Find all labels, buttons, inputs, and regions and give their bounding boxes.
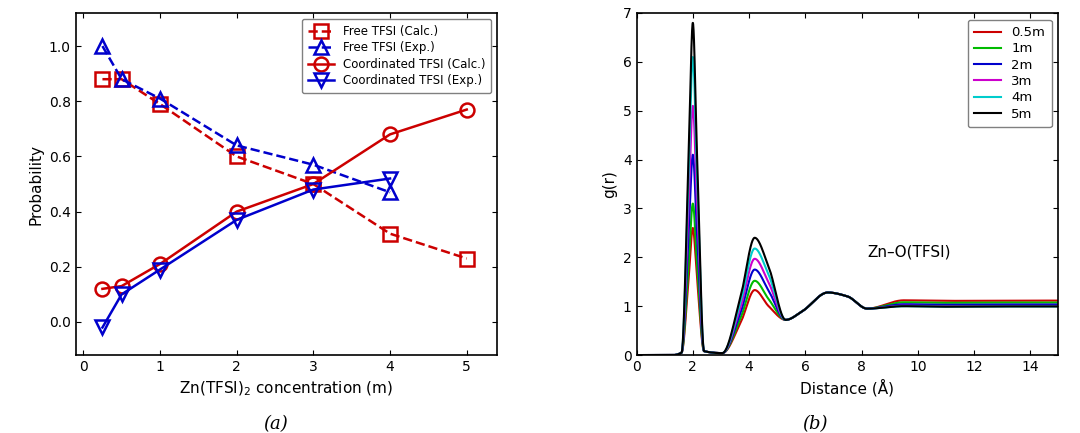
Free TFSI (Exp.) bbox=[383, 190, 396, 195]
1m bbox=[651, 352, 664, 358]
Coordinated TFSI (Calc.) bbox=[116, 284, 129, 289]
5m bbox=[687, 20, 700, 26]
5m bbox=[824, 290, 837, 295]
2m bbox=[824, 290, 837, 295]
2m bbox=[630, 352, 643, 358]
Free TFSI (Exp.) bbox=[96, 43, 109, 48]
5m bbox=[651, 352, 664, 358]
Line: Free TFSI (Exp.): Free TFSI (Exp.) bbox=[95, 39, 397, 199]
4m bbox=[962, 304, 975, 309]
Line: 3m: 3m bbox=[636, 106, 1058, 355]
Coordinated TFSI (Exp.) bbox=[383, 176, 396, 181]
Coordinated TFSI (Exp.) bbox=[230, 217, 243, 223]
Free TFSI (Calc.) bbox=[153, 101, 166, 107]
1m bbox=[687, 201, 700, 206]
Coordinated TFSI (Calc.) bbox=[230, 209, 243, 214]
Coordinated TFSI (Calc.) bbox=[460, 107, 473, 112]
3m bbox=[962, 304, 975, 309]
3m bbox=[1040, 304, 1053, 309]
1m bbox=[1040, 300, 1053, 305]
4m bbox=[1040, 304, 1053, 309]
Y-axis label: Probability: Probability bbox=[28, 143, 43, 225]
2m bbox=[651, 352, 664, 358]
Line: 2m: 2m bbox=[636, 155, 1058, 355]
2m bbox=[1040, 302, 1053, 307]
Coordinated TFSI (Calc.) bbox=[383, 132, 396, 137]
3m bbox=[651, 352, 664, 358]
Line: 5m: 5m bbox=[636, 23, 1058, 355]
5m bbox=[1040, 304, 1053, 309]
Free TFSI (Calc.) bbox=[307, 181, 320, 187]
2m bbox=[836, 292, 849, 297]
Text: (a): (a) bbox=[264, 415, 287, 433]
3m bbox=[824, 290, 837, 295]
0.5m bbox=[962, 298, 975, 304]
Free TFSI (Calc.) bbox=[116, 77, 129, 82]
Coordinated TFSI (Calc.) bbox=[96, 286, 109, 291]
3m bbox=[630, 352, 643, 358]
Text: (b): (b) bbox=[802, 415, 828, 433]
5m bbox=[1052, 304, 1065, 309]
3m bbox=[836, 292, 849, 297]
Line: Coordinated TFSI (Calc.): Coordinated TFSI (Calc.) bbox=[95, 103, 474, 296]
Coordinated TFSI (Exp.) bbox=[96, 325, 109, 330]
Coordinated TFSI (Exp.) bbox=[116, 292, 129, 297]
0.5m bbox=[687, 226, 700, 231]
Coordinated TFSI (Calc.) bbox=[307, 181, 320, 187]
5m bbox=[1040, 304, 1053, 309]
Free TFSI (Exp.) bbox=[153, 96, 166, 101]
Free TFSI (Calc.) bbox=[96, 77, 109, 82]
0.5m bbox=[836, 292, 849, 297]
1m bbox=[824, 290, 837, 295]
4m bbox=[824, 290, 837, 295]
Coordinated TFSI (Exp.) bbox=[153, 267, 166, 272]
1m bbox=[836, 292, 849, 297]
0.5m bbox=[630, 352, 643, 358]
4m bbox=[1040, 304, 1053, 309]
X-axis label: Zn(TFSI)$_2$ concentration (m): Zn(TFSI)$_2$ concentration (m) bbox=[179, 379, 394, 398]
Free TFSI (Calc.) bbox=[383, 231, 396, 236]
1m bbox=[1052, 300, 1065, 305]
1m bbox=[630, 352, 643, 358]
Y-axis label: g(r): g(r) bbox=[603, 170, 618, 198]
Line: 4m: 4m bbox=[636, 57, 1058, 355]
4m bbox=[687, 55, 700, 60]
Line: 0.5m: 0.5m bbox=[636, 228, 1058, 355]
5m bbox=[630, 352, 643, 358]
2m bbox=[1052, 302, 1065, 307]
0.5m bbox=[651, 352, 664, 358]
2m bbox=[687, 152, 700, 157]
Free TFSI (Calc.) bbox=[230, 154, 243, 159]
4m bbox=[651, 352, 664, 358]
Free TFSI (Exp.) bbox=[230, 143, 243, 148]
Text: Zn–O(TFSI): Zn–O(TFSI) bbox=[867, 245, 950, 260]
0.5m bbox=[1040, 298, 1053, 303]
2m bbox=[1040, 302, 1053, 307]
3m bbox=[1052, 304, 1065, 309]
4m bbox=[836, 292, 849, 297]
Coordinated TFSI (Exp.) bbox=[307, 187, 320, 192]
4m bbox=[1052, 304, 1065, 309]
Line: Coordinated TFSI (Exp.): Coordinated TFSI (Exp.) bbox=[95, 171, 397, 334]
0.5m bbox=[1052, 298, 1065, 303]
5m bbox=[962, 304, 975, 309]
Free TFSI (Exp.) bbox=[307, 162, 320, 167]
Free TFSI (Calc.) bbox=[460, 256, 473, 261]
0.5m bbox=[1040, 298, 1053, 303]
3m bbox=[1040, 304, 1053, 309]
2m bbox=[962, 302, 975, 307]
3m bbox=[687, 103, 700, 109]
Legend: Free TFSI (Calc.), Free TFSI (Exp.), Coordinated TFSI (Calc.), Coordinated TFSI : Free TFSI (Calc.), Free TFSI (Exp.), Coo… bbox=[301, 19, 491, 94]
X-axis label: Distance (Å): Distance (Å) bbox=[800, 379, 894, 397]
1m bbox=[1040, 300, 1053, 305]
5m bbox=[836, 292, 849, 297]
4m bbox=[630, 352, 643, 358]
Line: Free TFSI (Calc.): Free TFSI (Calc.) bbox=[95, 72, 474, 265]
0.5m bbox=[824, 290, 837, 295]
Free TFSI (Exp.) bbox=[116, 77, 129, 82]
Legend: 0.5m, 1m, 2m, 3m, 4m, 5m: 0.5m, 1m, 2m, 3m, 4m, 5m bbox=[968, 19, 1052, 127]
Line: 1m: 1m bbox=[636, 204, 1058, 355]
Coordinated TFSI (Calc.) bbox=[153, 262, 166, 267]
1m bbox=[962, 300, 975, 305]
